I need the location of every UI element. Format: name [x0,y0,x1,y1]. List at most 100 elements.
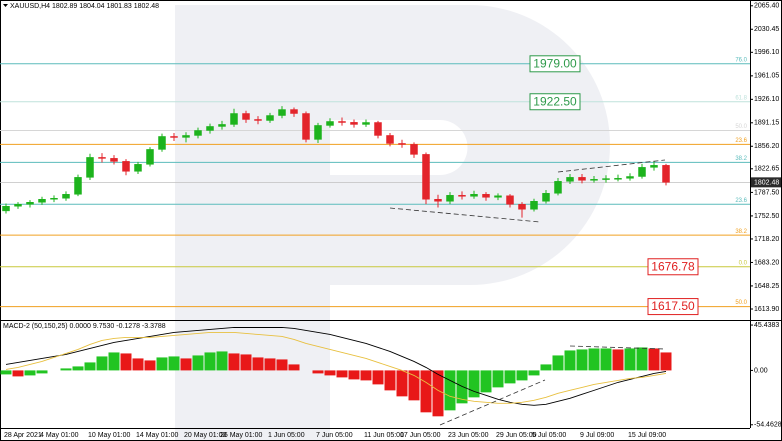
histogram-bar [612,349,624,371]
histogram-bar [648,348,660,371]
level-box [647,298,699,316]
histogram-bar [552,355,564,371]
candle-body [494,195,502,198]
x-tick-label: 20 May 01:00 [184,432,227,439]
level-box [647,258,699,276]
candle-body [542,193,550,202]
candle-body [302,113,310,140]
candle-body [2,205,10,212]
macd-panel [0,327,672,417]
y-tick-label: 0.00 [754,367,768,374]
candle-body [146,149,154,165]
candle-body [314,125,322,140]
level-box-label: 1922.50 [533,94,577,108]
histogram-bar [432,370,444,417]
y-tick-label: 1718.20 [754,236,779,243]
x-tick-label: 26 May 01:00 [220,432,263,439]
x-tick-label: 28 Apr 2021 [4,432,42,439]
histogram-bar [504,370,516,384]
candle-body [518,204,526,210]
y-tick-label: 1926.10 [754,96,779,103]
candle-body [14,204,22,207]
candle-body [602,178,610,180]
candle-body [158,136,166,150]
y-tick-label: 1856.20 [754,143,779,150]
histogram-bar [576,349,588,371]
histogram-bar [132,358,144,371]
candle-body [290,109,298,114]
histogram-bar [288,364,300,371]
fib-label: 0.0 [739,260,748,266]
candle-body [410,144,418,155]
histogram-bar [372,370,384,385]
histogram-bar [228,353,240,371]
candle-body [62,194,70,199]
x-tick-label: 4 May 01:00 [40,432,79,439]
macd-line [5,327,667,406]
y-tick-label: 1996.10 [754,49,779,56]
trend-line [439,379,546,426]
histogram-bar [168,356,180,371]
y-tick-label: 1787.50 [754,189,779,196]
macd-title: MACD-2 (50,150,25) 0.0000 9.7530 -0.1278… [3,323,166,330]
trend-line [389,207,541,223]
histogram-bar [624,348,636,371]
candle-body [614,178,622,180]
histogram-bar [60,368,72,371]
x-tick-label: 1 Jun 05:00 [268,432,305,439]
candle-body [254,119,262,121]
x-tick-label: 29 Jun 05:00 [496,432,537,439]
current-price-box [751,177,781,188]
candle-body [242,113,250,120]
candle-body [98,157,106,159]
x-tick-label: 9 Jul 09:00 [580,432,614,439]
candle-body [578,177,586,181]
histogram-bar [636,347,648,371]
x-tick-label: 14 May 01:00 [136,432,179,439]
histogram-bar [564,350,576,371]
histogram-bar [36,370,48,374]
candle-body [506,195,514,205]
candle-body [566,177,574,182]
candle-body [638,167,646,177]
x-tick-label: 5 Jul 05:00 [532,432,566,439]
fib-label: 23.6 [735,198,747,204]
main-panel: 76.0 1979.00 61.8 1922.50 50.0 23.6 38.2 23.6 38… [0,55,750,316]
candle-body [470,194,478,197]
candle-body [422,154,430,200]
fib-label: 61.8 [735,95,747,101]
candle-body [626,176,634,179]
histogram-bar [72,366,84,371]
x-tick-label: 10 May 01:00 [88,432,131,439]
candle-body [110,158,118,162]
candle-body [650,165,658,168]
histogram-bar [12,370,24,377]
fib-label: 50.0 [735,124,747,130]
candle-body [362,122,370,125]
fib-label: 38.2 [735,229,747,235]
histogram-bar [468,370,480,398]
level-box [529,93,581,111]
fib-label: 23.6 [735,138,747,144]
x-tick-label: 23 Jun 05:00 [448,432,489,439]
y-tick-label: 1822.65 [754,166,779,173]
current-price-label: 1802.48 [754,180,779,187]
y-tick-label: 1891.15 [754,120,779,127]
histogram-bar [264,358,276,371]
x-tick-label: 7 Jun 05:00 [316,432,353,439]
histogram-bar [492,370,504,388]
histogram-bar [240,354,252,371]
histogram-bar [396,370,408,397]
candle-body [74,177,82,195]
histogram-bar [24,370,36,376]
candle-body [230,113,238,125]
candle-body [218,124,226,127]
candle-body [662,165,670,183]
candle-body [182,135,190,138]
histogram-bar [108,352,120,371]
histogram-bar [252,357,264,371]
candle-body [38,199,46,203]
candle-body [170,136,178,138]
y-tick-label: -54.4628 [754,422,782,429]
